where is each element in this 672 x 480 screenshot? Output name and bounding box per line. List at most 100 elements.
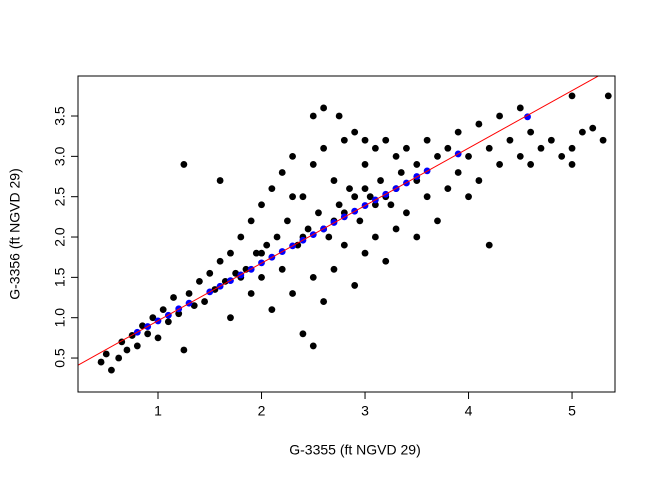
- point: [558, 152, 566, 160]
- point: [392, 225, 400, 233]
- point: [237, 233, 245, 241]
- point: [309, 112, 317, 120]
- point: [190, 302, 198, 309]
- point: [361, 249, 369, 257]
- point: [247, 290, 255, 297]
- y-tick-label: 1.0: [52, 308, 68, 328]
- point: [144, 330, 152, 338]
- point: [537, 144, 545, 152]
- point: [371, 201, 379, 209]
- point: [258, 201, 265, 209]
- point: [387, 201, 395, 209]
- point: [289, 152, 296, 160]
- point: [351, 193, 359, 201]
- point: [340, 241, 348, 249]
- x-tick-label: 3: [361, 403, 369, 419]
- point: [351, 282, 359, 289]
- point: [309, 342, 317, 350]
- point: [527, 161, 535, 168]
- point: [289, 193, 296, 201]
- point: [315, 209, 322, 217]
- point: [356, 217, 364, 225]
- point: [283, 217, 291, 225]
- point: [568, 144, 576, 152]
- point: [263, 241, 271, 249]
- point: [164, 318, 172, 326]
- point: [465, 152, 472, 160]
- point: [454, 128, 462, 136]
- point: [175, 310, 183, 318]
- point: [268, 185, 276, 193]
- point: [578, 128, 586, 136]
- point: [139, 322, 146, 330]
- y-tick-label: 0.5: [52, 348, 68, 368]
- point: [568, 161, 576, 168]
- point: [320, 104, 328, 112]
- point: [604, 92, 612, 100]
- point: [309, 273, 317, 281]
- point: [485, 241, 493, 249]
- x-tick-label: 1: [154, 403, 162, 419]
- point: [258, 273, 265, 281]
- point: [273, 233, 281, 241]
- x-tick-label: 5: [568, 403, 576, 419]
- point: [485, 144, 493, 152]
- point: [413, 161, 421, 168]
- point: [185, 290, 193, 297]
- point: [247, 217, 255, 225]
- point: [444, 144, 452, 152]
- point: [180, 346, 188, 354]
- point: [454, 169, 462, 176]
- point: [123, 346, 131, 354]
- point: [216, 177, 224, 184]
- point: [506, 136, 514, 144]
- point: [221, 277, 229, 285]
- point: [216, 257, 224, 265]
- point: [196, 277, 203, 285]
- point: [232, 269, 240, 277]
- point: [496, 161, 503, 168]
- x-axis-label: G-3355 (ft NGVD 29): [289, 442, 421, 458]
- point: [330, 177, 338, 184]
- point: [527, 128, 535, 136]
- x-tick-label: 2: [258, 403, 266, 419]
- point: [475, 120, 483, 128]
- point: [159, 306, 167, 314]
- point: [346, 185, 353, 193]
- point: [465, 193, 472, 201]
- point: [599, 136, 607, 144]
- y-tick-label: 2.5: [52, 187, 68, 207]
- point: [516, 152, 524, 160]
- point: [149, 314, 157, 322]
- point: [589, 124, 597, 132]
- point: [434, 152, 441, 160]
- point: [330, 265, 338, 273]
- point: [227, 249, 234, 257]
- point: [108, 366, 115, 374]
- point: [377, 177, 384, 184]
- point: [434, 217, 441, 225]
- y-tick-label: 1.5: [52, 267, 68, 287]
- point: [371, 233, 379, 241]
- point: [299, 193, 307, 201]
- point: [258, 249, 265, 257]
- point: [133, 342, 141, 350]
- point: [361, 136, 369, 144]
- point: [568, 92, 576, 100]
- y-tick-label: 3.5: [52, 106, 68, 126]
- point: [496, 112, 503, 120]
- fit-line: [78, 76, 600, 366]
- point: [278, 265, 286, 273]
- point: [382, 257, 390, 265]
- point: [278, 169, 286, 176]
- point: [361, 161, 369, 168]
- point: [252, 249, 260, 257]
- point: [361, 185, 369, 193]
- point: [403, 144, 410, 152]
- point: [547, 136, 555, 144]
- point: [206, 269, 214, 277]
- point: [299, 330, 307, 338]
- point: [475, 177, 483, 184]
- point: [227, 314, 234, 322]
